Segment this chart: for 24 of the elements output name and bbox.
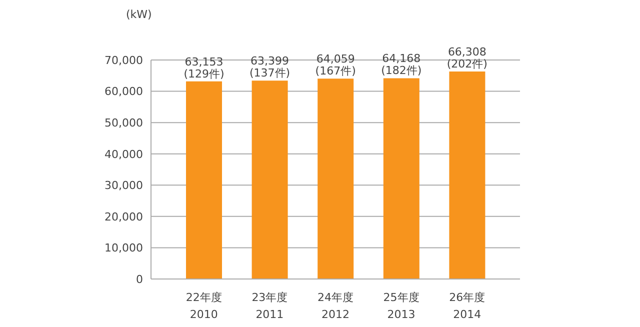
data-label: 66,308 (202件) (446, 46, 488, 71)
y-tick-label: 70,000 (104, 54, 143, 67)
y-tick-label: 60,000 (104, 85, 143, 98)
x-tick-label: 26年度 2014 (449, 291, 486, 321)
bar (252, 80, 288, 279)
y-tick-label: 30,000 (104, 179, 143, 192)
data-label: 64,059 (167件) (315, 52, 356, 78)
x-tick-label: 25年度 2013 (383, 291, 420, 321)
y-axis-title: (kW) (126, 8, 152, 21)
x-tick-label: 23年度 2011 (252, 291, 288, 321)
bar (383, 78, 420, 279)
data-label: 63,153 (129件) (184, 55, 224, 80)
bar (449, 72, 486, 279)
data-label: 63,399 (137件) (250, 54, 290, 80)
y-tick-label: 10,000 (104, 242, 143, 255)
x-tick-label: 22年度 2010 (186, 291, 222, 321)
y-tick-label: 50,000 (104, 116, 143, 130)
y-tick-label: 20,000 (104, 210, 143, 224)
x-tick-label: 24年度 2012 (318, 291, 354, 321)
y-tick-label: 0 (136, 272, 143, 286)
bar (318, 78, 354, 279)
bar (186, 81, 222, 279)
data-label: 64,168 (182件) (381, 52, 422, 78)
y-tick-label: 40,000 (104, 148, 143, 161)
